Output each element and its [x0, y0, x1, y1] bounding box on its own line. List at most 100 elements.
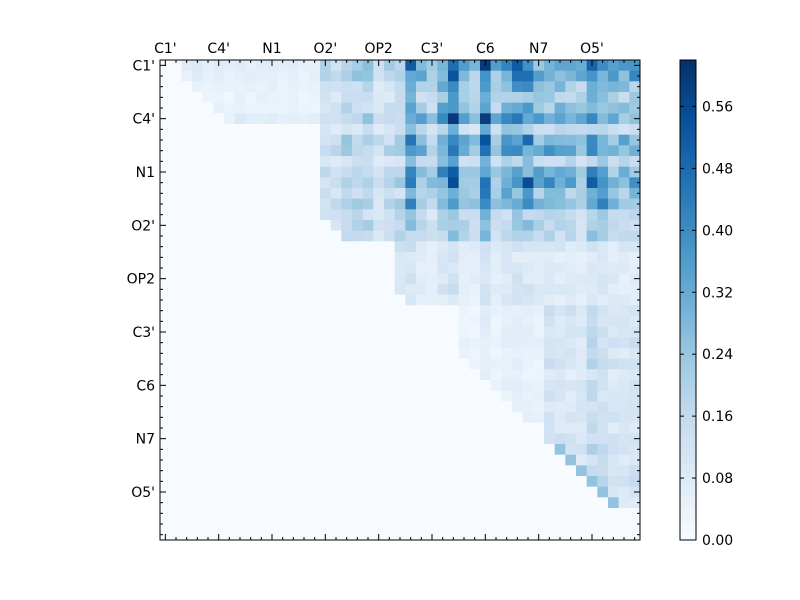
heatmap-cell: [480, 70, 492, 82]
heatmap-cell: [629, 444, 641, 456]
heatmap-cell: [384, 220, 396, 232]
heatmap-cell: [256, 486, 268, 498]
heatmap-cell: [490, 145, 502, 157]
heatmap-cell: [298, 188, 310, 200]
heatmap-cell: [512, 454, 524, 466]
heatmap-cell: [266, 209, 278, 221]
heatmap-cell: [192, 220, 204, 232]
heatmap-cell: [629, 156, 641, 168]
heatmap-cell: [373, 284, 385, 296]
heatmap-cell: [618, 92, 630, 104]
heatmap-cell: [181, 92, 193, 104]
heatmap-cell: [554, 81, 566, 93]
heatmap-cell: [256, 454, 268, 466]
heatmap-cell: [469, 305, 481, 317]
heatmap-cell: [448, 124, 460, 136]
heatmap-cell: [288, 497, 300, 509]
heatmap-cell: [544, 273, 556, 285]
heatmap-cell: [576, 92, 588, 104]
heatmap-cell: [181, 316, 193, 328]
heatmap-cell: [437, 380, 449, 392]
heatmap-cell: [554, 252, 566, 264]
heatmap-cell: [394, 92, 406, 104]
heatmap-cell: [192, 198, 204, 210]
heatmap-cell: [629, 305, 641, 317]
heatmap-cell: [277, 198, 289, 210]
heatmap-cell: [437, 230, 449, 242]
heatmap-cell: [480, 252, 492, 264]
heatmap-cell: [405, 390, 417, 402]
heatmap-cell: [544, 230, 556, 242]
heatmap-cell: [512, 92, 524, 104]
heatmap-cell: [170, 198, 182, 210]
colorbar-tick-label: 0.00: [702, 533, 733, 549]
heatmap-cell: [512, 177, 524, 189]
heatmap-cell: [480, 241, 492, 253]
heatmap-cell: [458, 294, 470, 306]
y-tick-label: OP2: [127, 272, 155, 288]
heatmap-cell: [234, 113, 246, 125]
x-tick-label: OP2: [364, 41, 392, 57]
heatmap-cell: [576, 124, 588, 136]
heatmap-cell: [213, 369, 225, 381]
heatmap-cell: [416, 252, 428, 264]
heatmap-cell: [192, 262, 204, 274]
heatmap-cell: [501, 166, 513, 178]
colorbar-tick-label: 0.08: [702, 471, 733, 487]
heatmap-cell: [309, 529, 321, 541]
heatmap-cell: [533, 326, 545, 338]
heatmap-cell: [469, 177, 481, 189]
heatmap-cell: [416, 209, 428, 221]
heatmap-cell: [554, 262, 566, 274]
heatmap-cell: [192, 145, 204, 157]
heatmap-cell: [384, 145, 396, 157]
heatmap-cell: [266, 444, 278, 456]
heatmap-cell: [384, 92, 396, 104]
heatmap-cell: [554, 230, 566, 242]
heatmap-cell: [170, 134, 182, 146]
heatmap-cell: [544, 156, 556, 168]
heatmap-cell: [469, 209, 481, 221]
heatmap-cell: [245, 476, 257, 488]
heatmap-cell: [373, 518, 385, 530]
heatmap-cell: [501, 145, 513, 157]
heatmap-cell: [277, 177, 289, 189]
heatmap-cell: [629, 422, 641, 434]
heatmap-cell: [160, 262, 172, 274]
heatmap-cell: [202, 433, 214, 445]
heatmap-cell: [320, 124, 332, 136]
heatmap-cell: [384, 497, 396, 509]
heatmap-cell: [245, 454, 257, 466]
heatmap-cell: [458, 145, 470, 157]
heatmap-cell: [576, 316, 588, 328]
heatmap-cell: [288, 102, 300, 114]
heatmap-cell: [362, 369, 374, 381]
heatmap-cell: [373, 465, 385, 477]
heatmap-cell: [213, 241, 225, 253]
heatmap-cell: [384, 102, 396, 114]
heatmap-cell: [565, 465, 577, 477]
heatmap-cell: [362, 358, 374, 370]
heatmap-cell: [384, 273, 396, 285]
heatmap-cell: [181, 433, 193, 445]
heatmap-cell: [256, 529, 268, 541]
heatmap-cell: [352, 145, 364, 157]
heatmap-cell: [522, 486, 534, 498]
heatmap-cell: [437, 209, 449, 221]
heatmap-cell: [394, 529, 406, 541]
heatmap-cell: [181, 497, 193, 509]
heatmap-cell: [597, 60, 609, 72]
heatmap-cell: [341, 294, 353, 306]
heatmap-cell: [245, 113, 257, 125]
heatmap-cell: [608, 476, 620, 488]
heatmap-cell: [576, 102, 588, 114]
heatmap-cell: [586, 241, 598, 253]
heatmap-cell: [469, 422, 481, 434]
heatmap-cell: [277, 486, 289, 498]
heatmap-cell: [320, 262, 332, 274]
heatmap-cell: [160, 209, 172, 221]
heatmap-cell: [192, 486, 204, 498]
heatmap-cell: [608, 102, 620, 114]
heatmap-cell: [202, 188, 214, 200]
heatmap-cell: [341, 369, 353, 381]
